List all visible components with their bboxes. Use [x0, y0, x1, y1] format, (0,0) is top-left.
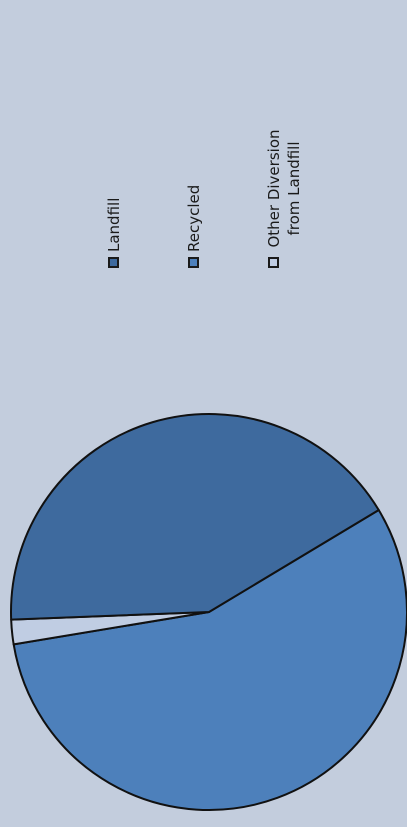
legend-label-landfill: Landfill: [105, 197, 123, 252]
legend-swatch-recycled: [188, 257, 199, 268]
legend-label-recycled: Recycled: [185, 184, 203, 252]
legend-label-other-diversion: Other Diversion from Landfill: [265, 129, 303, 248]
legend-item-other-diversion: Other Diversion from Landfill: [264, 125, 304, 268]
pie-slice-landfill: [10, 413, 380, 621]
legend-item-recycled: Recycled: [184, 185, 204, 268]
legend-swatch-other-diversion: [268, 257, 279, 268]
legend-swatch-landfill: [108, 257, 119, 268]
legend-item-landfill: Landfill: [104, 198, 124, 268]
